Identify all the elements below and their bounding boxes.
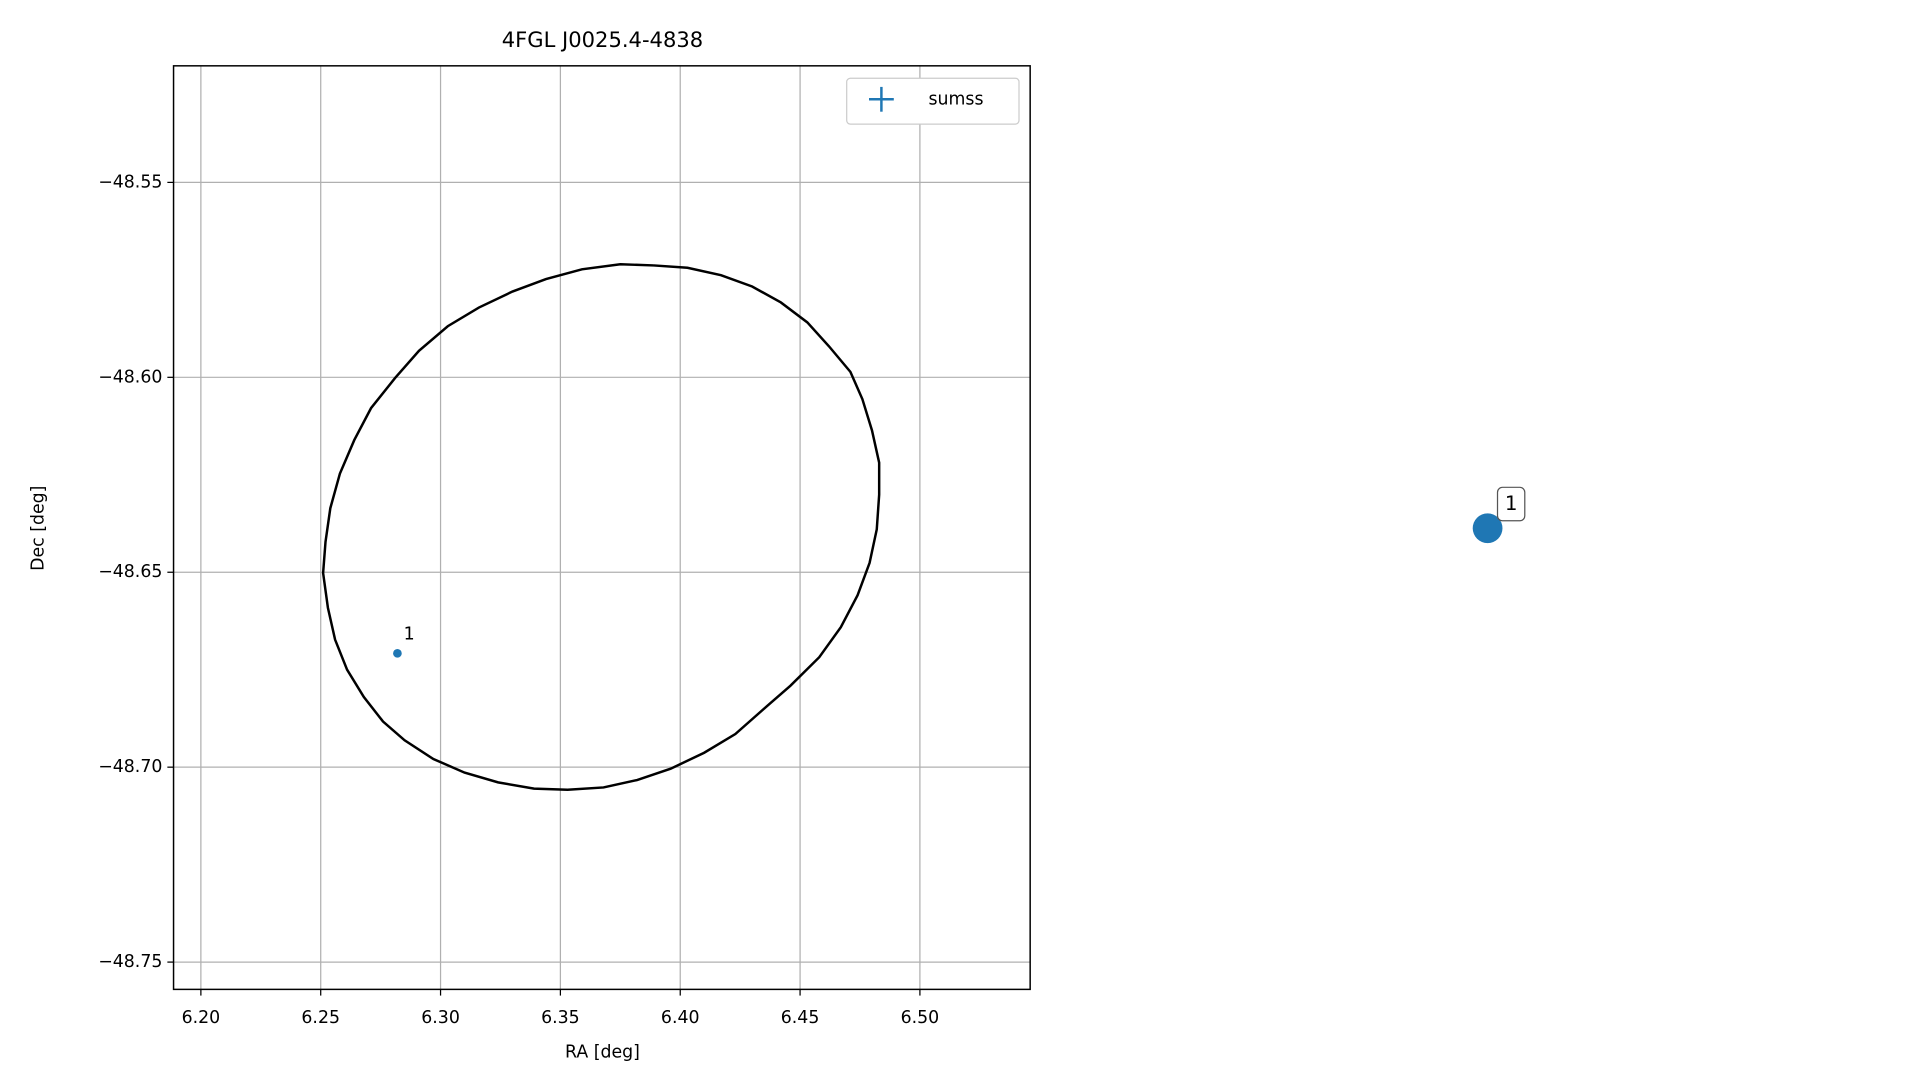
y-tick-label: −48.65 bbox=[98, 562, 162, 582]
point-label: 1 bbox=[404, 625, 415, 645]
overlay-label-box bbox=[1496, 486, 1526, 522]
x-tick-label: 6.45 bbox=[781, 1008, 820, 1028]
x-tick-label: 6.35 bbox=[541, 1008, 580, 1028]
axes-frame bbox=[172, 65, 1031, 991]
chart-title: 4FGL J0025.4-4838 bbox=[502, 27, 703, 52]
overlay-marker bbox=[1472, 513, 1503, 544]
x-tick-label: 6.30 bbox=[421, 1008, 460, 1028]
y-tick-label: −48.55 bbox=[98, 172, 162, 192]
point bbox=[393, 648, 402, 658]
x-tick-label: 6.40 bbox=[661, 1008, 700, 1028]
legend-box bbox=[846, 77, 1020, 125]
y-tick-label: −48.60 bbox=[98, 367, 162, 387]
overlay-label: 1 bbox=[1505, 492, 1518, 515]
x-tick-label: 6.50 bbox=[901, 1008, 940, 1028]
y-tick-label: −48.70 bbox=[98, 757, 162, 777]
legend-label: sumss bbox=[929, 89, 984, 109]
x-axis-label: RA [deg] bbox=[565, 1043, 640, 1063]
error-ellipse bbox=[321, 263, 881, 792]
y-tick-label: −48.75 bbox=[98, 952, 162, 972]
x-tick-label: 6.25 bbox=[301, 1008, 340, 1028]
y-axis-label: Dec [deg] bbox=[28, 486, 48, 571]
x-tick-label: 6.20 bbox=[182, 1008, 221, 1028]
